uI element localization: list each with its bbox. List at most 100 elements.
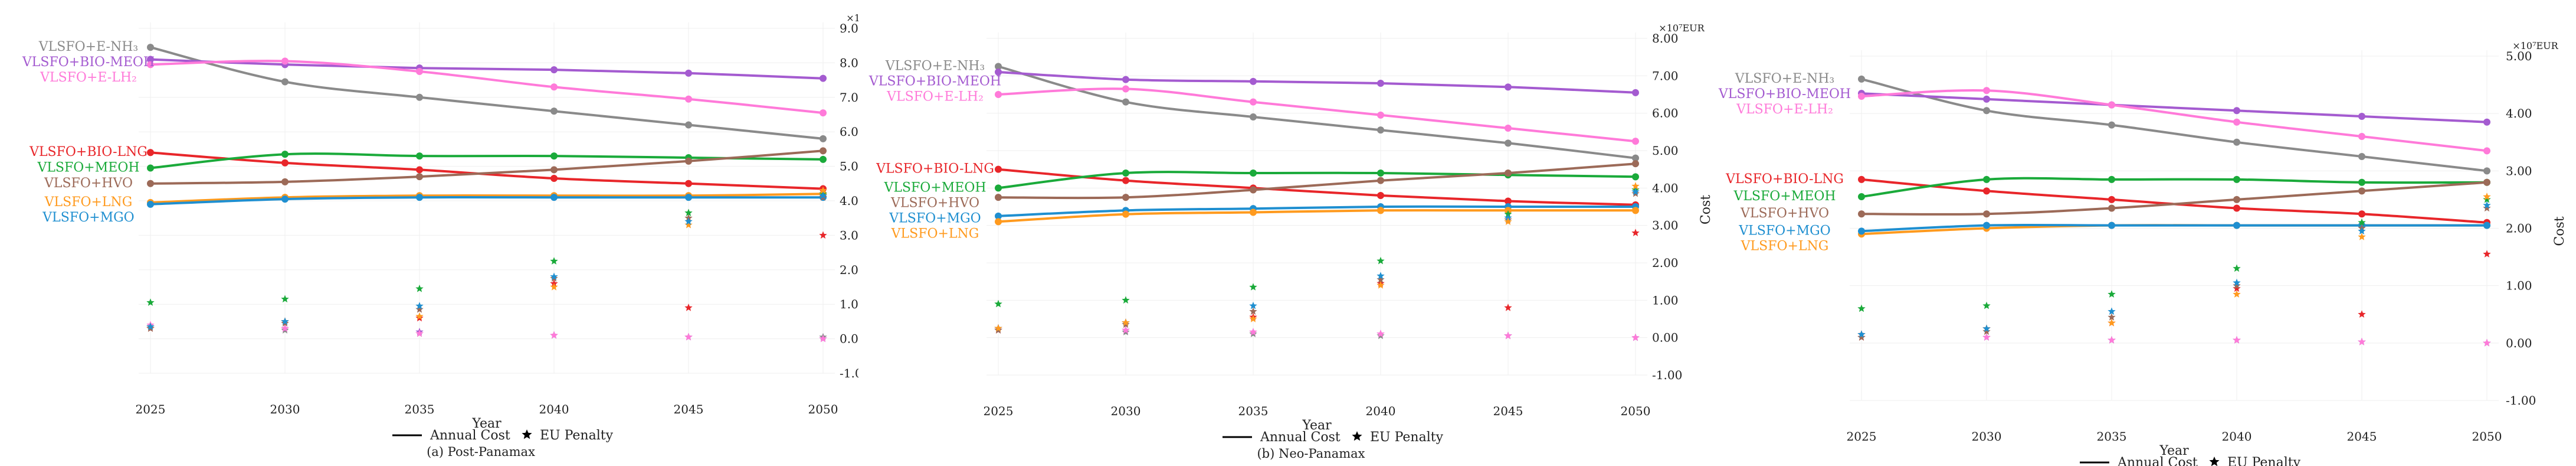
series-label: VLSFO+E-NH₃ bbox=[38, 40, 138, 54]
penalty-star bbox=[1857, 304, 1866, 312]
cost-point bbox=[1122, 98, 1129, 106]
cost-point bbox=[550, 83, 558, 91]
penalty-star bbox=[1122, 326, 1130, 334]
y-tick-label: 7.00 bbox=[1652, 69, 1679, 83]
series-label: VLSFO+LNG bbox=[891, 226, 979, 241]
penalty-star bbox=[994, 324, 1002, 332]
cost-point bbox=[1505, 139, 1512, 147]
cost-point bbox=[2233, 107, 2240, 115]
cost-point bbox=[147, 200, 154, 208]
cost-point bbox=[1983, 221, 1990, 229]
cost-point bbox=[2483, 178, 2490, 186]
y-tick-label: -1.00 bbox=[840, 366, 858, 380]
series-label: VLSFO+E-LH₂ bbox=[1736, 102, 1833, 117]
cost-point bbox=[995, 91, 1002, 98]
y-axis-unit: ×10⁷EUR bbox=[1659, 22, 1705, 34]
penalty-star bbox=[1249, 328, 1257, 335]
x-axis-title: Year bbox=[2159, 444, 2189, 458]
cost-point bbox=[2358, 210, 2365, 218]
cost-point bbox=[550, 66, 558, 74]
y-tick-label: 9.00 bbox=[840, 21, 858, 35]
series-label: VLSFO+LNG bbox=[1741, 239, 1829, 253]
series-3 bbox=[995, 85, 1639, 145]
penalty-series-3 bbox=[1857, 330, 2491, 347]
penalty-series-4 bbox=[146, 231, 827, 332]
cost-point bbox=[1983, 175, 1990, 183]
y-tick-label: 0.00 bbox=[840, 332, 858, 346]
x-tick-label: 2040 bbox=[2222, 429, 2252, 444]
penalty-star bbox=[281, 324, 289, 332]
penalty-star bbox=[1631, 187, 1640, 195]
cost-point bbox=[1122, 177, 1129, 184]
series-label: VLSFO+HVO bbox=[890, 195, 979, 210]
y-tick-label: 0.00 bbox=[2506, 336, 2532, 350]
cost-point bbox=[995, 212, 1002, 220]
y-tick-label: 7.00 bbox=[840, 90, 858, 105]
cost-point bbox=[281, 78, 289, 86]
y-tick-label: 1.00 bbox=[2506, 279, 2532, 293]
y-tick-label: -1.00 bbox=[1652, 368, 1682, 382]
cost-point bbox=[2483, 221, 2490, 229]
penalty-series-3 bbox=[994, 324, 1640, 341]
cost-point bbox=[416, 68, 423, 75]
penalty-star bbox=[2233, 336, 2241, 344]
penalty-series-1 bbox=[1857, 333, 2491, 347]
penalty-star bbox=[1982, 333, 1991, 341]
series-label: VLSFO+MEOH bbox=[37, 161, 139, 175]
y-tick-label: 4.00 bbox=[1652, 181, 1679, 195]
penalty-star bbox=[1982, 327, 1991, 335]
y-tick-label: 3.00 bbox=[2506, 164, 2532, 178]
cost-point bbox=[1250, 77, 1257, 85]
penalty-star bbox=[1857, 330, 1866, 338]
series-line bbox=[1861, 177, 2487, 198]
penalty-star bbox=[415, 302, 424, 309]
cost-point bbox=[147, 56, 154, 63]
x-tick-label: 2035 bbox=[2097, 429, 2127, 444]
legend-label-annual-cost: Annual Cost bbox=[430, 428, 510, 443]
cost-point bbox=[2233, 221, 2240, 229]
cost-point bbox=[550, 152, 558, 160]
penalty-star bbox=[2108, 290, 2116, 298]
penalty-series-5 bbox=[146, 190, 827, 306]
cost-point bbox=[2108, 204, 2115, 212]
y-tick-label: 4.00 bbox=[2506, 106, 2532, 120]
x-tick-label: 2025 bbox=[984, 404, 1014, 418]
x-tick-label: 2040 bbox=[1366, 404, 1396, 418]
penalty-star bbox=[1631, 182, 1640, 190]
x-tick-label: 2035 bbox=[1238, 404, 1269, 418]
cost-point bbox=[1858, 227, 1865, 235]
series-label: VLSFO+HVO bbox=[1740, 206, 1829, 221]
x-tick-label: 2030 bbox=[1972, 429, 2002, 444]
y-tick-label: 3.00 bbox=[840, 228, 858, 242]
y-axis-unit: ×10⁷EUR bbox=[846, 12, 858, 24]
chart-panel-2: 2025 2030 2035 2040 2045 2050 Year -1.00 0.00 1.0… bbox=[869, 22, 1713, 461]
penalty-star bbox=[2108, 313, 2116, 321]
penalty-series-2 bbox=[146, 322, 827, 343]
y-tick-label: 6.00 bbox=[840, 125, 858, 139]
series-label: VLSFO+E-NH₃ bbox=[885, 59, 985, 74]
cost-point bbox=[2108, 121, 2115, 129]
y-tick-label: 2.00 bbox=[1652, 256, 1679, 270]
cost-point bbox=[1122, 76, 1129, 83]
series-label: VLSFO+E-NH₃ bbox=[1735, 71, 1834, 86]
series-8 bbox=[995, 207, 1639, 226]
penalty-star bbox=[819, 186, 827, 194]
penalty-star bbox=[2358, 227, 2366, 234]
penalty-star bbox=[146, 322, 155, 330]
legend-star-swatch bbox=[2209, 457, 2220, 466]
cost-point bbox=[2483, 118, 2490, 126]
cost-point bbox=[1505, 83, 1512, 91]
cost-point bbox=[1505, 197, 1512, 205]
penalty-series-6 bbox=[146, 193, 827, 332]
x-axis-title: Year bbox=[1302, 418, 1332, 433]
series-label: VLSFO+MGO bbox=[889, 211, 981, 226]
cost-point bbox=[2358, 113, 2365, 120]
cost-point bbox=[550, 107, 558, 115]
series-line bbox=[1861, 223, 2487, 233]
cost-point bbox=[1377, 80, 1384, 87]
series-label: VLSFO+E-LH₂ bbox=[40, 70, 137, 85]
cost-point bbox=[995, 69, 1002, 76]
penalty-star bbox=[1377, 330, 1385, 337]
